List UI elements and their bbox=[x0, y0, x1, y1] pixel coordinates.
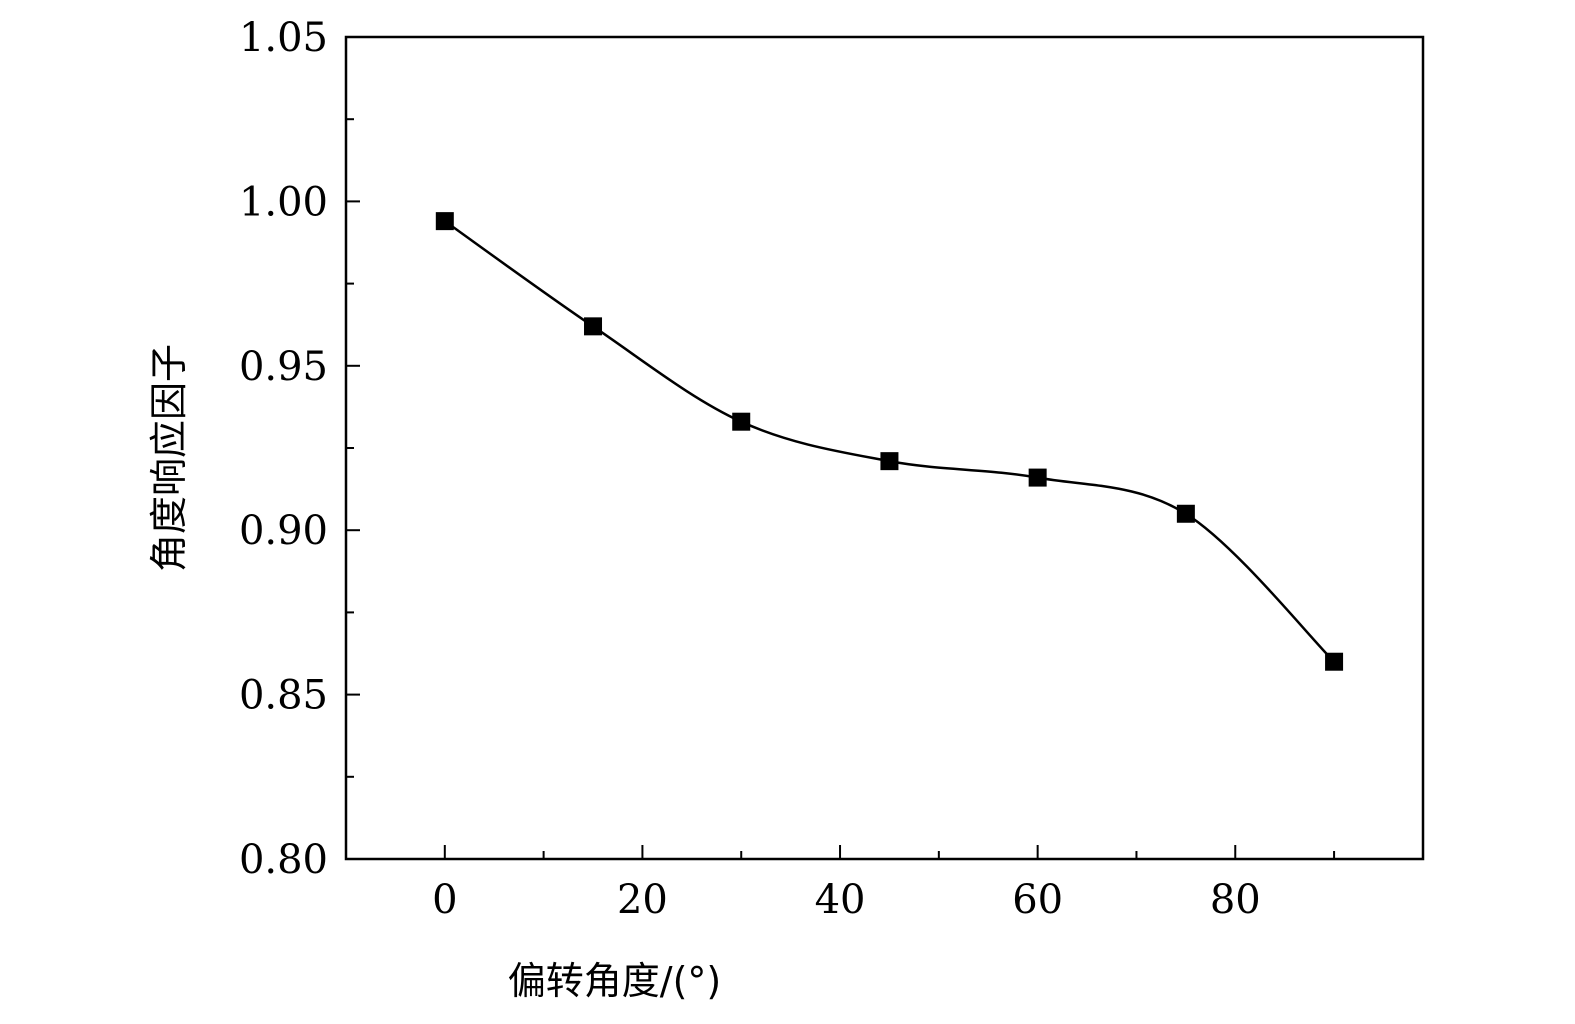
y-tick-label: 0.95 bbox=[239, 344, 328, 390]
data-point-marker bbox=[732, 412, 751, 431]
y-tick-label: 1.05 bbox=[239, 15, 328, 61]
y-tick-label: 1.00 bbox=[239, 179, 328, 225]
data-markers bbox=[435, 212, 1344, 671]
data-point-marker bbox=[435, 212, 454, 231]
x-tick-label: 40 bbox=[815, 877, 866, 923]
y-axis-title: 角度响应因子 bbox=[147, 344, 191, 572]
y-tick-labels: 0.80 0.85 0.90 0.95 1.00 1.05 bbox=[239, 15, 328, 883]
series-line bbox=[444, 220, 1335, 663]
minor-ticks bbox=[346, 118, 1336, 859]
data-point-marker bbox=[880, 452, 899, 471]
x-tick-label: 0 bbox=[432, 877, 457, 923]
plot-frame bbox=[344, 35, 1425, 861]
data-point-marker bbox=[584, 317, 603, 336]
x-tick-label: 20 bbox=[617, 877, 668, 923]
x-tick-labels: 0 20 40 60 80 bbox=[432, 877, 1261, 923]
y-tick-label: 0.90 bbox=[239, 508, 328, 554]
data-point-marker bbox=[1176, 504, 1195, 523]
y-tick-label: 0.80 bbox=[239, 837, 328, 883]
data-point-marker bbox=[1325, 652, 1344, 671]
y-tick-label: 0.85 bbox=[239, 673, 328, 719]
major-ticks bbox=[346, 36, 1237, 860]
x-tick-label: 60 bbox=[1012, 877, 1063, 923]
data-point-marker bbox=[1028, 468, 1047, 487]
x-tick-label: 80 bbox=[1210, 877, 1261, 923]
x-axis-title: 偏转角度/(°) bbox=[508, 959, 721, 1003]
